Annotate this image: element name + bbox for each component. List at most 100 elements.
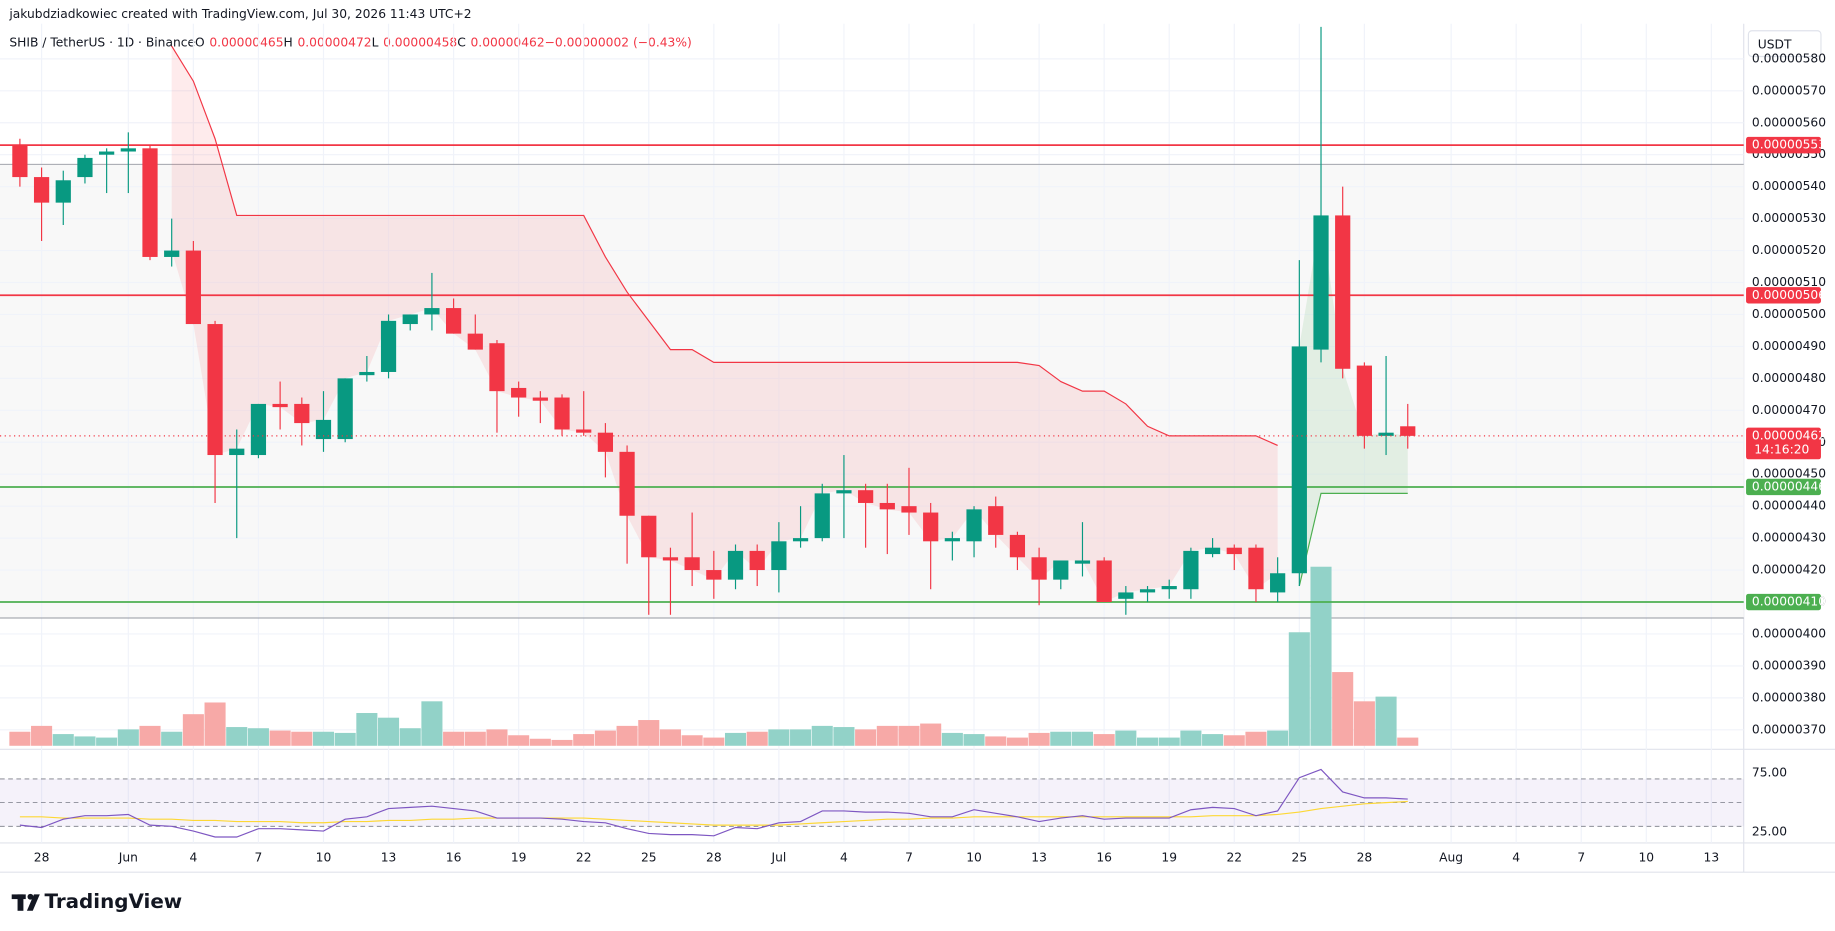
legend-item: L — [372, 35, 379, 49]
price-tag-label: 0.00000506 — [1752, 288, 1826, 302]
candle-body — [33, 177, 50, 203]
candle-body — [597, 432, 614, 452]
y-tick-label: 0.00000470 — [1752, 403, 1826, 417]
volume-bar — [334, 732, 356, 746]
currency[interactable]: USDT — [1758, 37, 1792, 51]
x-tick-label: 10 — [316, 851, 332, 865]
y-tick-label: 0.00000570 — [1752, 83, 1826, 97]
volume-bar — [9, 731, 31, 746]
candle-body — [250, 403, 267, 456]
volume-bar — [529, 738, 551, 746]
volume-bar — [117, 729, 139, 746]
candle-body — [207, 324, 223, 456]
candle-body — [1356, 365, 1372, 436]
volume-bar — [1050, 731, 1072, 746]
y-tick-label: 0.00000390 — [1752, 658, 1826, 672]
candle-body — [988, 506, 1004, 535]
volume-bar — [1223, 735, 1245, 746]
volume-bar — [811, 725, 833, 746]
price-tag — [1746, 478, 1821, 496]
price-tag-label: 0.00000553 — [1752, 138, 1826, 152]
volume-bar — [1267, 730, 1289, 746]
y-tick-label: 0.00000400 — [1752, 626, 1826, 640]
x-tick-label: Jul — [770, 851, 786, 865]
candle-body — [185, 250, 201, 325]
volume-bar — [920, 723, 942, 746]
y-tick-label: 0.00000500 — [1752, 307, 1826, 321]
countdown: 14:16:20 — [1754, 442, 1809, 456]
volume-bar — [312, 731, 335, 746]
volume-bar — [681, 735, 703, 746]
currency-box[interactable] — [1747, 30, 1822, 58]
x-tick-label: Jun — [118, 851, 138, 865]
candle-body — [315, 419, 332, 440]
candle-body — [1226, 547, 1242, 555]
volume-bar — [204, 702, 226, 746]
logo: TradingView — [11, 890, 182, 913]
candle-body — [771, 541, 787, 571]
y-tick-label: 0.00000420 — [1752, 563, 1826, 577]
candle-body — [1400, 426, 1416, 436]
candle-body — [1053, 560, 1069, 580]
candle-body — [424, 308, 440, 315]
x-tick-label: 7 — [1577, 851, 1585, 865]
volume-bar — [1115, 730, 1137, 746]
volume-bar — [1332, 672, 1354, 746]
logo-mark — [17, 894, 24, 911]
volume-bar — [421, 701, 443, 746]
candle-body — [380, 320, 397, 372]
y-tick-label: 0.00000490 — [1752, 339, 1826, 353]
candle-body — [944, 538, 960, 542]
volume-bar — [1245, 731, 1267, 746]
candle-body — [749, 550, 765, 571]
candle-body — [77, 157, 93, 178]
candle-body — [554, 397, 570, 430]
volume-bar — [941, 732, 963, 746]
x-tick-label: 13 — [1031, 851, 1047, 865]
volume-bar — [1353, 701, 1375, 746]
candle-body — [879, 502, 895, 510]
volume-bar — [898, 725, 920, 746]
rsi-tick-label: 25.00 — [1752, 825, 1787, 839]
candle-body — [12, 145, 28, 178]
rsi_ma-line — [19, 800, 1408, 826]
x-tick-label: 22 — [576, 851, 592, 865]
y-tick-label: 0.00000430 — [1752, 531, 1826, 545]
price-tag — [1746, 427, 1821, 460]
candle-body — [1161, 586, 1177, 590]
volume-bar — [1397, 737, 1419, 746]
candle-body — [576, 429, 592, 433]
volume-bar — [182, 714, 204, 746]
x-tick-label: 16 — [446, 851, 462, 865]
price-tag-label: 0.00000462 — [1752, 428, 1826, 442]
candle-body — [511, 387, 527, 398]
candle-body — [901, 506, 917, 513]
legend-item: 0.00000462 — [471, 35, 545, 49]
candle-body — [1291, 346, 1307, 574]
trend-line — [1298, 492, 1408, 587]
x-tick-label: Aug — [1439, 851, 1463, 865]
x-tick-label: 13 — [1704, 851, 1720, 865]
candle-body — [55, 180, 71, 203]
volume-bar — [1028, 732, 1050, 746]
volume-bar — [659, 729, 681, 746]
legend-item: 0.00000465 — [209, 35, 283, 49]
volume-bar — [1093, 734, 1115, 746]
x-tick-label: 19 — [1161, 851, 1177, 865]
candle-body — [1270, 573, 1286, 593]
volume-bar — [139, 725, 161, 746]
candle-body — [402, 314, 418, 325]
volume-bar — [226, 727, 248, 746]
volume-bar — [378, 717, 400, 746]
volume-bar — [638, 720, 660, 746]
y-tick-label: 0.00000380 — [1752, 690, 1826, 704]
volume-bar — [52, 734, 74, 746]
candle-body — [1313, 215, 1329, 350]
candle-body — [1009, 534, 1026, 558]
y-tick-label: 0.00000560 — [1752, 115, 1826, 129]
volume-bar — [1202, 734, 1224, 746]
legend-item: O — [195, 35, 205, 49]
candle-body — [966, 509, 982, 542]
volume-bar — [291, 731, 313, 746]
y-tick-label: 0.00000450 — [1752, 467, 1826, 481]
